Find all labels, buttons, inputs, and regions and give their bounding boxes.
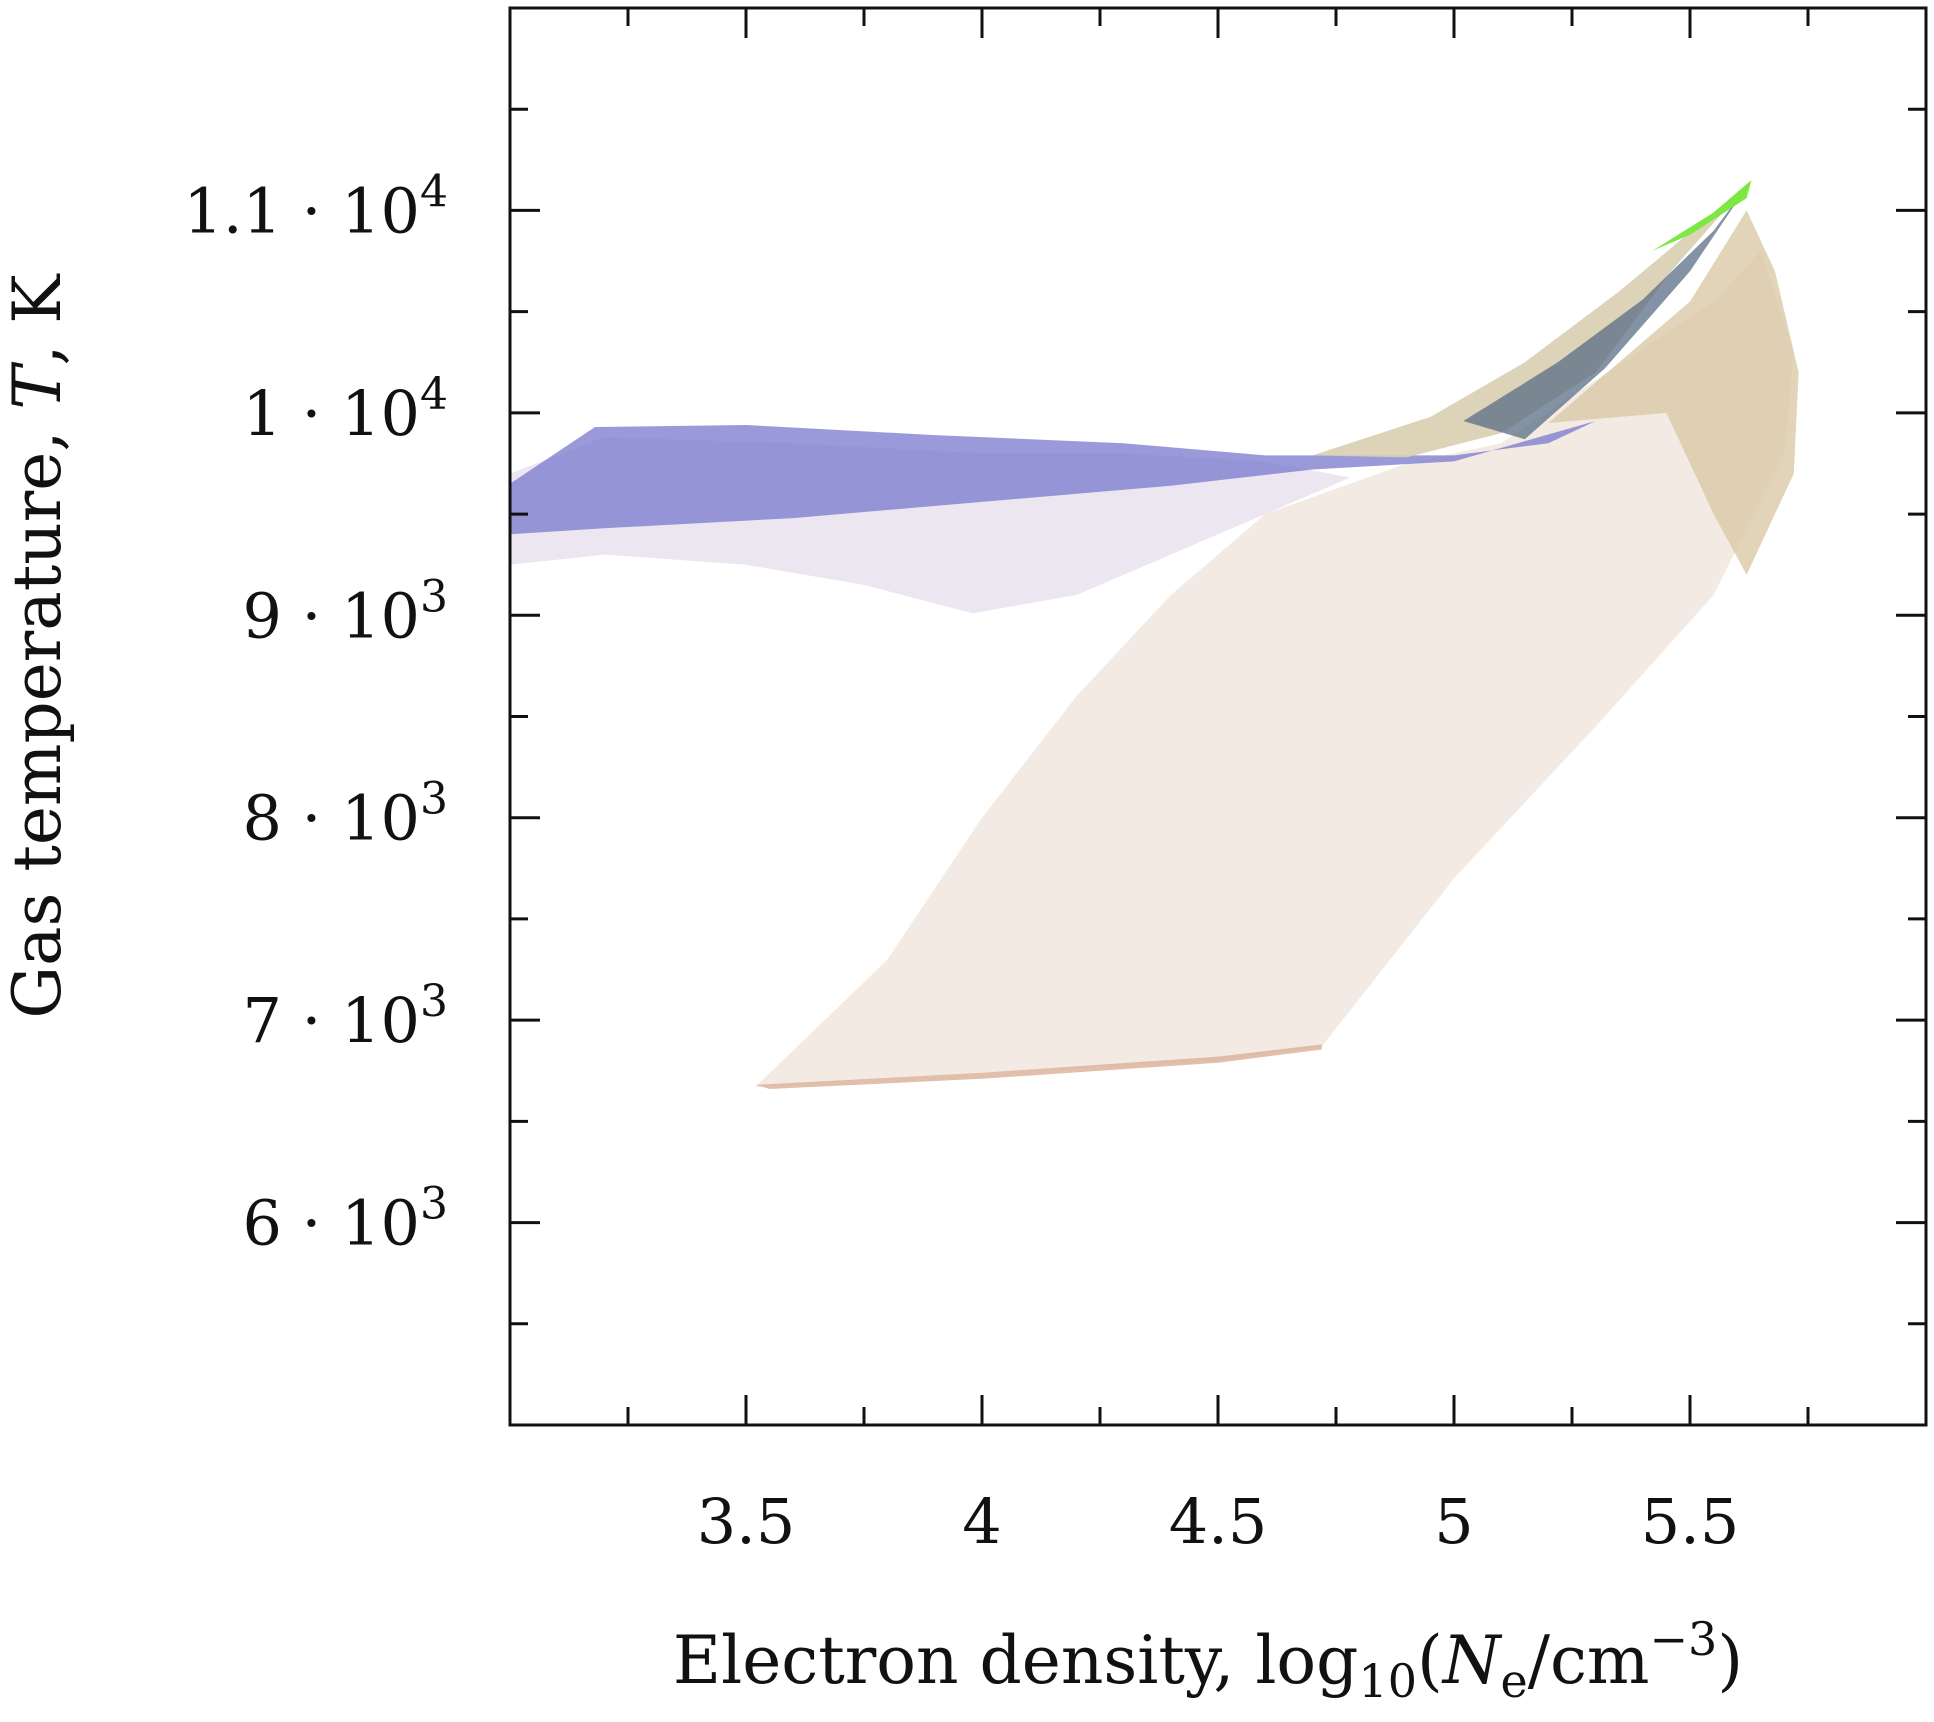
y-tick-label: 1.1 · 104 xyxy=(183,166,448,247)
data-regions xyxy=(510,180,1799,1089)
y-tick-label: 9 · 103 xyxy=(243,571,448,652)
x-tick-label: 4.5 xyxy=(1169,1485,1268,1558)
y-tick-label: 8 · 103 xyxy=(243,774,448,855)
y-tick-label: 1 · 104 xyxy=(243,369,448,450)
tick-labels: 3.5 4 4.5 5 5.5 6 · 103 7 · 103 8 · 103 9 · 103 1… xyxy=(183,166,1739,1558)
data-region-4 xyxy=(510,421,1596,535)
data-region-1 xyxy=(755,250,1794,1087)
x-tick-label: 3.5 xyxy=(697,1485,796,1558)
x-tick-label: 5 xyxy=(1434,1485,1473,1558)
data-region-2 xyxy=(1548,210,1799,575)
y-axis-title: Gas temperature, T, K xyxy=(0,273,76,1019)
y-tick-label: 6 · 103 xyxy=(243,1179,448,1260)
x-axis-title: Electron density, log10(Ne/cm−3) xyxy=(673,1612,1743,1708)
x-tick-label: 4 xyxy=(962,1485,1001,1558)
data-region-6 xyxy=(1463,180,1752,440)
data-region-8 xyxy=(755,1044,1322,1089)
axis-ticks xyxy=(510,8,1926,1425)
x-tick-label: 5.5 xyxy=(1641,1485,1740,1558)
y-tick-label: 7 · 103 xyxy=(243,976,448,1057)
